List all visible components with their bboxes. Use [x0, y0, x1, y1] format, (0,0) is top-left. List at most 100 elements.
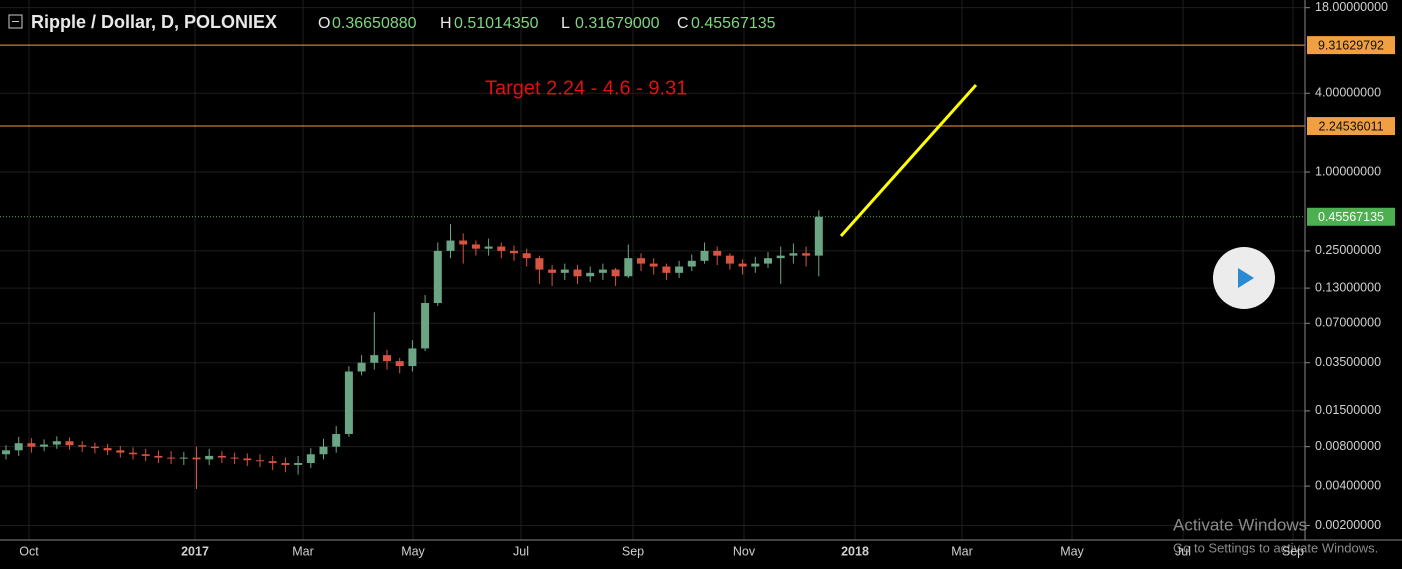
candle-body	[471, 244, 480, 249]
collapse-icon[interactable]	[8, 14, 23, 29]
x-tick-label: 2018	[841, 544, 869, 558]
candle-body	[662, 266, 671, 273]
candle-body	[383, 355, 391, 362]
watermark-subtitle: Go to Settings to activate Windows.	[1173, 540, 1378, 555]
candle-body	[649, 263, 658, 267]
candle-body	[738, 263, 747, 267]
candle-body	[357, 362, 366, 372]
candle-body	[294, 463, 303, 465]
candle-body	[65, 441, 74, 446]
y-tick-label: 0.07000000	[1315, 316, 1381, 330]
candle-body	[14, 443, 23, 451]
candle-body	[675, 266, 684, 273]
candle-body	[78, 445, 87, 447]
candle-body	[141, 454, 150, 456]
price-label: 0.45567135	[1318, 210, 1384, 224]
candle-body	[243, 458, 252, 461]
candle-body	[319, 446, 328, 455]
candle-body	[560, 269, 569, 273]
candle-body	[332, 433, 341, 447]
ohlc-label: O	[318, 15, 330, 32]
x-tick-label: Oct	[19, 544, 39, 558]
y-tick-label: 1.00000000	[1315, 164, 1381, 178]
candle-body	[179, 457, 188, 459]
candle-body	[433, 250, 442, 304]
candle-body	[484, 246, 493, 249]
candle-body	[167, 457, 176, 459]
candle-body	[459, 240, 468, 245]
x-tick-label: Jul	[513, 544, 529, 558]
candle-body	[2, 450, 10, 455]
candle-body	[751, 263, 760, 267]
ohlc-value: 0.31679000	[575, 15, 660, 32]
candle-body	[598, 269, 607, 273]
candle-body	[611, 269, 620, 277]
x-tick-label: Mar	[951, 544, 973, 558]
candle-body	[370, 355, 379, 363]
x-tick-label: Jul	[1175, 544, 1191, 558]
candle-body	[306, 454, 315, 464]
candle-body	[624, 258, 633, 277]
play-icon	[1238, 268, 1254, 288]
x-tick-label: Nov	[733, 544, 756, 558]
price-label: 2.24536011	[1318, 119, 1383, 133]
candle-body	[548, 269, 557, 273]
candle-body	[395, 361, 404, 367]
candles	[2, 210, 823, 489]
candle-body	[573, 269, 582, 277]
candle-body	[637, 258, 645, 264]
x-tick-label: Sep	[1282, 544, 1304, 558]
y-tick-label: 0.00200000	[1315, 518, 1381, 532]
candle-body	[713, 250, 722, 256]
x-tick-label: May	[401, 544, 425, 558]
candle-body	[700, 250, 709, 261]
candle-body	[446, 240, 455, 251]
ohlc-label: C	[677, 15, 689, 32]
ohlc-value: 0.45567135	[691, 15, 776, 32]
overlay: Target 2.24 - 4.6 - 9.31	[485, 77, 978, 237]
candle-body	[230, 457, 239, 459]
candle-body	[764, 258, 772, 264]
y-tick-label: 0.03500000	[1315, 355, 1381, 369]
grid	[0, 0, 1310, 540]
candle-body	[522, 253, 531, 259]
candle-body	[687, 260, 696, 267]
play-button[interactable]	[1213, 247, 1275, 309]
header: Ripple / Dollar, D, POLONIEX O 0.3665088…	[8, 12, 776, 32]
candle-body	[256, 460, 264, 462]
x-tick-label: May	[1060, 544, 1084, 558]
candle-body	[192, 457, 201, 460]
watermark-title: Activate Windows	[1173, 515, 1307, 534]
y-tick-label: 18.00000000	[1315, 0, 1388, 14]
candle-body	[27, 443, 36, 447]
candle-body	[802, 253, 811, 256]
candle-body	[103, 448, 112, 451]
candle-body	[408, 348, 417, 367]
y-tick-label: 0.00400000	[1315, 478, 1381, 492]
trend-line	[839, 84, 978, 237]
candle-body	[154, 455, 163, 458]
y-tick-label: 0.01500000	[1315, 403, 1381, 417]
price-label-box	[1307, 36, 1395, 55]
ohlc-label: H	[440, 15, 452, 32]
x-tick-label: 2017	[181, 544, 209, 558]
candle-body	[344, 371, 353, 434]
y-tick-label: 0.13000000	[1315, 280, 1381, 294]
candle-body	[586, 272, 595, 277]
candle-body	[535, 258, 544, 270]
candle-body	[776, 255, 785, 259]
candle-body	[421, 303, 430, 349]
y-tick-label: 0.25000000	[1315, 243, 1381, 257]
candle-body	[90, 446, 99, 449]
annotation: Target 2.24 - 4.6 - 9.31	[485, 77, 687, 99]
candle-body	[40, 444, 49, 447]
candle-body	[116, 450, 125, 453]
price-label: 9.31629792	[1318, 38, 1384, 52]
chart-title: Ripple / Dollar, D, POLONIEX	[31, 12, 277, 32]
candle-body	[281, 463, 290, 465]
candle-body	[217, 455, 226, 458]
candle-body	[497, 246, 506, 251]
